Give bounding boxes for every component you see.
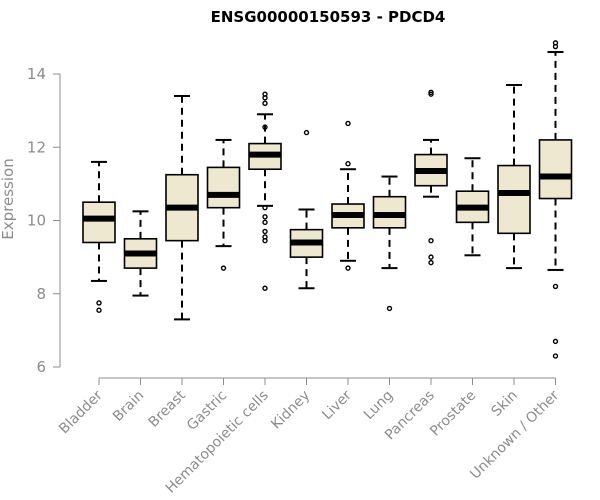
outlier-point: [552, 43, 559, 50]
boxes-group: [82, 40, 573, 359]
x-tick-label: Lung: [361, 388, 396, 423]
outlier-point: [428, 91, 434, 97]
outlier-point: [220, 265, 227, 271]
iqr-box: [538, 139, 573, 200]
box-bladder: [82, 160, 116, 313]
y-axis-label: Expression: [0, 158, 17, 239]
y-tick-label: 10: [27, 212, 46, 230]
outlier-point: [428, 237, 434, 244]
y-tick-label: 12: [27, 138, 46, 156]
outlier-point: [345, 265, 351, 271]
outlier-point: [262, 219, 268, 226]
outlier-point: [262, 214, 268, 220]
y-axis: 6 8 10 12 14: [27, 65, 61, 376]
outlier-point: [428, 89, 434, 96]
outlier-point: [262, 285, 268, 291]
outlier-point: [345, 120, 351, 127]
outlier-point: [386, 305, 393, 312]
y-tick-label: 6: [36, 358, 46, 376]
outlier-point: [262, 237, 268, 244]
box-gastric: [206, 138, 241, 271]
outlier-point: [552, 353, 559, 359]
box-liver: [331, 120, 365, 271]
outlier-point: [552, 283, 559, 290]
outlier-point: [96, 300, 102, 306]
x-tick-label: Liver: [319, 387, 355, 423]
box-skin: [497, 83, 531, 270]
iqr-box: [82, 201, 116, 244]
outlier-point: [552, 338, 559, 345]
x-tick-label: Prostate: [427, 388, 479, 440]
box-hematopoietic-cells: [248, 91, 282, 291]
box-brain: [123, 210, 158, 297]
iqr-box: [206, 166, 241, 209]
box-kidney: [289, 129, 324, 290]
box-pancreas: [414, 89, 448, 266]
outlier-point: [428, 254, 434, 260]
outlier-point: [96, 307, 102, 313]
y-tick-label: 8: [36, 285, 46, 303]
outlier-point: [345, 161, 351, 167]
box-unknown-other: [538, 40, 573, 359]
outlier-point: [262, 204, 268, 211]
box-prostate: [455, 157, 490, 257]
iqr-box: [497, 164, 531, 235]
outlier-point: [262, 100, 268, 107]
x-tick-label: Breast: [146, 387, 190, 431]
chart-title: ENSG00000150593 - PDCD4: [211, 8, 446, 26]
x-tick-label: Bladder: [56, 387, 106, 437]
outlier-point: [262, 228, 268, 235]
x-tick-label: Kidney: [268, 388, 313, 433]
box-breast: [165, 94, 199, 321]
outlier-point: [428, 259, 434, 266]
outlier-point: [262, 95, 268, 101]
box-lung: [372, 175, 407, 312]
x-tick-label: Brain: [110, 388, 147, 425]
x-tick-label: Skin: [488, 388, 520, 420]
outlier-point: [262, 124, 268, 130]
outlier-point: [303, 129, 310, 136]
y-tick-label: 14: [27, 65, 46, 83]
